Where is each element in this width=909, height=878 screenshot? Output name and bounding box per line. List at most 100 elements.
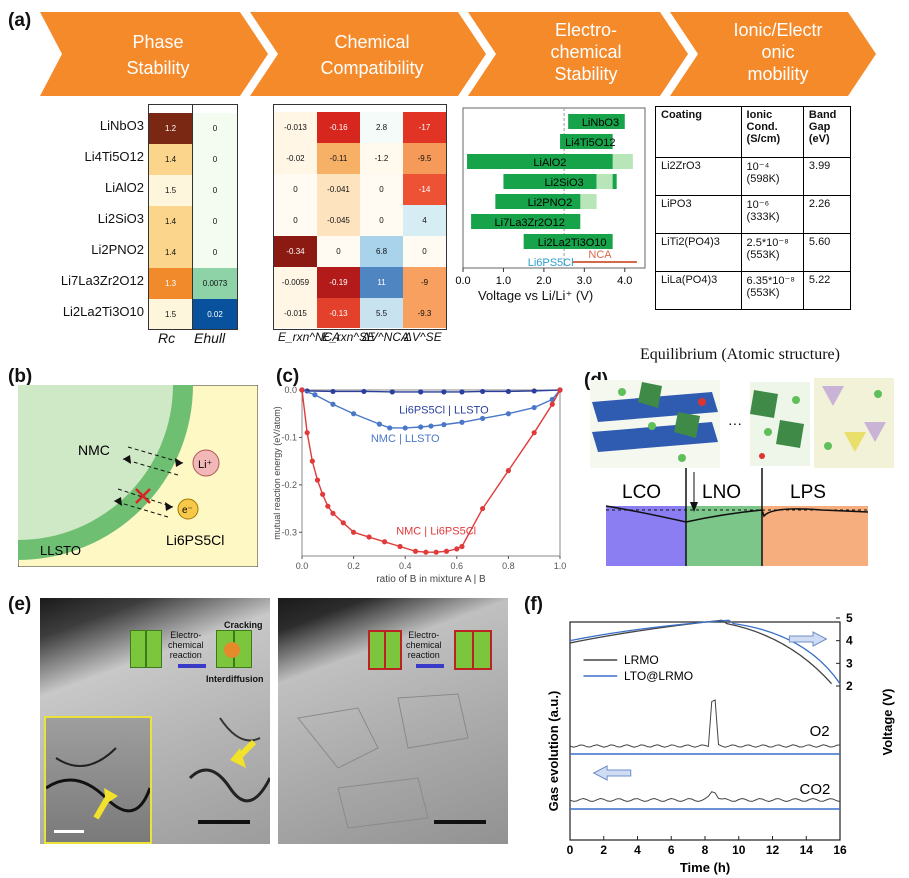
y-tick-label-right: 4 [846,634,853,648]
cracking-label: Cracking [224,620,263,630]
td-cond: 2.5*10⁻⁸ (553K) [740,233,804,272]
arrow-text-2a: Chemical [334,32,409,52]
coating-table-wrap: Coating Ionic Cond. (S/cm) Band Gap (eV)… [655,106,852,310]
coating-table: Coating Ionic Cond. (S/cm) Band Gap (eV)… [655,106,852,310]
col-label-ehull: Ehull [194,330,226,346]
ehull-cell: 0.0073 [193,268,237,299]
data-point [531,388,537,394]
co2-label: CO2 [800,781,831,798]
llsto-label: LLSTO [40,543,81,558]
sem-image-right: Electro- chemical reaction [278,598,508,844]
right-axis-arrow-icon [788,631,828,647]
x-tick-label: 0.0 [455,275,470,287]
cond-temp: (333K) [746,211,780,223]
ehull-cell: 0 [193,113,237,144]
plot-frame [301,389,561,557]
data-point [418,389,424,395]
h2-cell: 0 [274,205,317,236]
cond-value: 2.5*10⁻⁸ [746,237,789,249]
data-point [433,549,439,555]
data-point [454,546,460,552]
data-point [412,548,419,554]
col-label: ΔV^SE [404,330,442,344]
panel-label-a: (a) [8,10,32,31]
h2-cell: -9 [403,267,446,298]
nmc-core [18,385,173,540]
ghost-bar [612,154,633,169]
data-point [480,388,486,395]
data-point [423,549,429,555]
x-tick-label: 14 [800,843,814,857]
h2-cell: -9.3 [403,298,446,328]
cond-value: 6.35*10⁻⁸ [746,275,795,287]
td-gap: 5.60 [802,233,852,272]
header-arrows: Phase Stability Chemical Compatibility E… [40,12,876,96]
td-coating: Li2ZrO3 [655,157,742,196]
series-label: NMC | LLSTO [371,433,440,445]
panel-label-f: (f) [524,594,543,615]
col-label: ΔV^NCA [362,330,410,344]
row-label: Li2La2Ti3O10 [62,304,144,319]
h2-cell: 0 [317,236,360,267]
x-tick-label: 2 [600,843,607,857]
electron-label: e⁻ [182,505,193,516]
series-label: Li6PS5Cl | LLSTO [399,405,489,417]
nca-label: NCA [588,249,612,261]
arrow-text-4b: onic [761,42,794,62]
ghost-bar [596,174,613,189]
x-tick-label: 3.0 [577,275,592,287]
data-point [320,491,326,497]
reaction-label-3: reaction [169,650,202,660]
o2-label: O2 [810,723,830,740]
nmc-label: NMC [78,442,110,458]
x-tick-label: 1.0 [554,561,567,571]
data-point [351,529,357,535]
col-label: E_rxn^SE [322,330,375,344]
reaction-label-1: Electro- [170,630,202,640]
data-point [531,430,537,436]
yellow-arrow-icon [104,788,118,804]
legend-label-lrmo: LRMO [624,653,659,667]
x-tick-label: 0.0 [296,561,309,571]
x-tick-label: 0.2 [347,561,360,571]
data-point [441,389,447,395]
li-ion-label: Li⁺ [198,459,213,471]
series-label: NMC | Li6PS5Cl [396,526,476,538]
td-coating: LiPO3 [655,195,742,234]
td-gap: 2.26 [802,195,852,234]
data-point [376,421,382,427]
h2-cell: 0 [360,205,403,236]
td-coating: LiTi2(PO4)3 [655,233,742,272]
blocked-x-icon [135,488,151,504]
panel-label-e: (e) [8,594,32,615]
reaction-label-3: reaction [407,650,440,660]
h2-cell: 6.8 [360,236,403,267]
arrow-text-2b: Compatibility [320,58,423,78]
reaction-label-1: Electro- [408,630,440,640]
arrow-chemical-compat: Chemical Compatibility [250,12,486,96]
degradation-schematic: Electro- chemical reaction Cracking Inte… [126,618,266,718]
stability-bar [503,174,617,189]
x-tick-label: 6 [668,843,675,857]
x-tick-label: 0 [567,843,574,857]
bar-label: Li2PNO2 [528,197,573,209]
td-cond: 10⁻⁶ (333K) [740,195,804,234]
sem-inset [44,716,152,844]
td-gap: 3.99 [802,157,852,196]
arrow-text-3a: Electro- [555,20,617,40]
data-point [459,543,465,550]
y-axis-label: mutual reaction energy (eV/atom) [272,406,282,540]
y-tick-label: -0.3 [281,527,297,537]
reaction-label-2: chemical [406,640,442,650]
arrow-icon [178,664,206,668]
h2-cell: -0.34 [274,236,317,267]
ehull-cell: 0 [193,206,237,237]
ghost-bar [580,194,597,209]
bar-label: Li7La3Zr2O12 [495,217,565,229]
stability-bar [471,214,581,229]
data-point [531,404,537,411]
data-point [389,389,395,395]
heatmap1: 1.2 1.4 1.5 1.4 1.4 1.3 1.5 0 0 0 0 0 0.… [148,104,238,330]
panel-d-schematic: ··· LCO LNO LPS [590,378,894,566]
lno-label: LNO [702,482,741,503]
